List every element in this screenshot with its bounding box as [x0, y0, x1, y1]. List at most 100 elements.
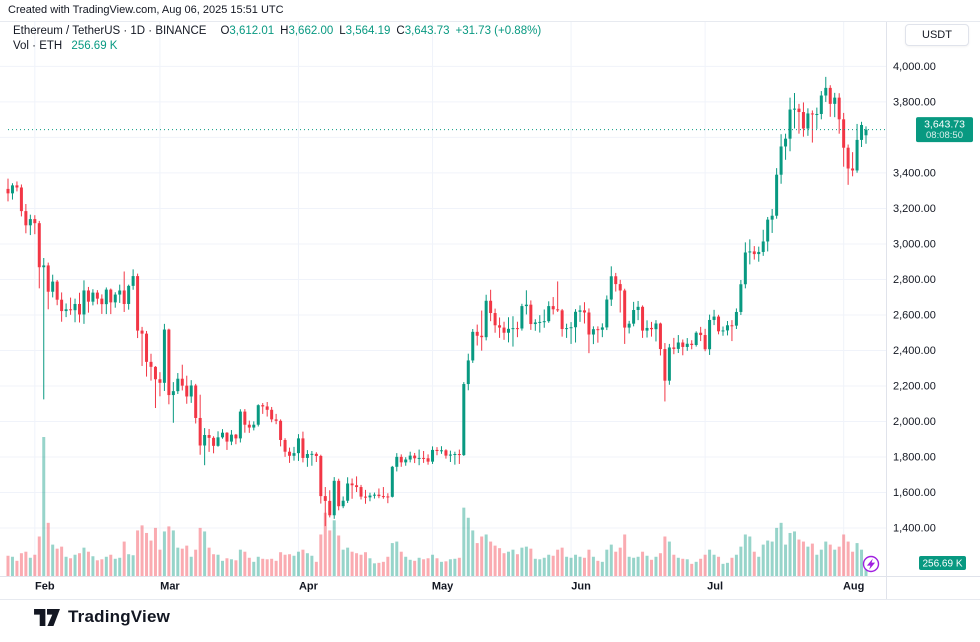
candle-body — [650, 327, 653, 330]
candle-body — [229, 434, 233, 442]
volume-bar — [712, 554, 716, 576]
volume-bar — [404, 556, 408, 576]
volume-bar — [301, 549, 305, 576]
candle-body — [104, 289, 108, 305]
volume-bar — [645, 555, 649, 576]
volume-bar — [444, 561, 448, 576]
candle-body — [372, 494, 376, 496]
low-label: L — [339, 25, 346, 37]
candle-body — [556, 309, 560, 311]
candle-body — [265, 406, 269, 410]
candle-body — [390, 466, 394, 497]
volume-bar — [310, 555, 314, 576]
volume-bar — [681, 558, 685, 576]
candle-body — [851, 168, 855, 171]
volume-bar — [641, 551, 645, 576]
candle-body — [350, 483, 354, 486]
price-tick-label: 2,400.00 — [893, 345, 936, 357]
price-tick-label: 1,800.00 — [893, 452, 936, 464]
volume-bar — [203, 531, 207, 576]
candle-body — [413, 455, 417, 459]
candle-body — [15, 185, 19, 188]
volume-bar — [636, 556, 640, 576]
volume-bar — [582, 557, 586, 576]
price-tick-label: 3,000.00 — [893, 238, 936, 250]
volume-bar — [10, 556, 14, 576]
candle-body — [203, 435, 207, 446]
candle-body — [605, 299, 609, 328]
candle-body — [654, 323, 658, 330]
candle-body — [238, 411, 242, 439]
volume-bar — [158, 549, 162, 576]
candle-body — [770, 215, 774, 220]
candle-body — [234, 434, 238, 439]
quick-trade-lightning-icon[interactable] — [862, 555, 880, 573]
volume-bar — [439, 561, 443, 576]
candle-body — [578, 310, 582, 312]
volume-bar — [453, 558, 457, 576]
candle-body — [185, 385, 189, 397]
candle-body — [743, 252, 747, 285]
candle-body — [721, 330, 725, 332]
volume-bar — [283, 554, 287, 576]
volume-bar — [520, 547, 524, 576]
volume-bar — [314, 561, 318, 576]
candle-body — [381, 496, 385, 498]
volume-bar — [605, 549, 609, 576]
volume-bar — [431, 554, 435, 576]
tradingview-logo[interactable]: TradingView — [34, 607, 170, 627]
volume-bar — [377, 562, 381, 576]
month-tick-label: May — [432, 581, 454, 593]
candle-body — [346, 483, 350, 501]
time-axis[interactable]: Feb Mar Apr May Jun Jul Aug — [35, 581, 864, 593]
volume-bar — [386, 556, 390, 576]
volume-bar — [180, 548, 184, 576]
candle-body — [207, 435, 211, 438]
volume-bar — [591, 556, 595, 576]
currency-unit-button[interactable]: USDT — [905, 24, 969, 46]
legend-volume-row[interactable]: Vol · ETH 256.69 K — [13, 39, 541, 54]
volume-bar — [86, 551, 90, 576]
volume-bar — [627, 556, 631, 576]
volume-bar — [663, 536, 667, 576]
symbol-title[interactable]: Ethereum / TetherUS · 1D · BINANCE — [13, 25, 207, 37]
candle-body — [614, 276, 618, 285]
candle-body — [247, 424, 251, 428]
volume-bar — [565, 556, 569, 576]
volume-bar — [457, 557, 461, 576]
candle-body — [507, 328, 510, 333]
volume-bar — [140, 525, 144, 576]
candle-body — [42, 265, 46, 268]
volume-bar — [650, 559, 653, 576]
candle-body — [332, 480, 336, 516]
volume-bar — [42, 437, 46, 576]
price-axis[interactable]: 4,000.00 3,800.00 3,400.00 3,200.00 3,000.00… — [893, 61, 936, 535]
volume-bar — [104, 556, 108, 576]
candle-body — [797, 108, 801, 113]
grid-layer — [0, 22, 886, 576]
volume-bar — [19, 553, 23, 576]
volume-bar — [784, 544, 788, 576]
volume-bar — [229, 559, 233, 576]
candle-body — [587, 312, 591, 335]
volume-bar — [364, 552, 367, 576]
volume-bar — [261, 558, 265, 576]
volume-bar — [243, 551, 247, 576]
volume-bar — [757, 556, 761, 576]
candle-body — [748, 251, 752, 253]
candle-body — [364, 496, 367, 498]
candle-body — [632, 310, 636, 324]
candle-body — [386, 496, 390, 498]
legend-symbol-row[interactable]: Ethereum / TetherUS · 1D · BINANCE O3,612… — [13, 24, 541, 39]
candle-body — [319, 455, 323, 497]
volume-bar — [162, 531, 166, 576]
candle-body — [212, 437, 216, 446]
volume-bar — [721, 563, 725, 576]
volume-bar — [426, 558, 430, 576]
candle-body — [533, 322, 537, 325]
volume-bar — [654, 556, 658, 576]
candle-body — [323, 496, 327, 501]
candle-body — [645, 327, 649, 331]
